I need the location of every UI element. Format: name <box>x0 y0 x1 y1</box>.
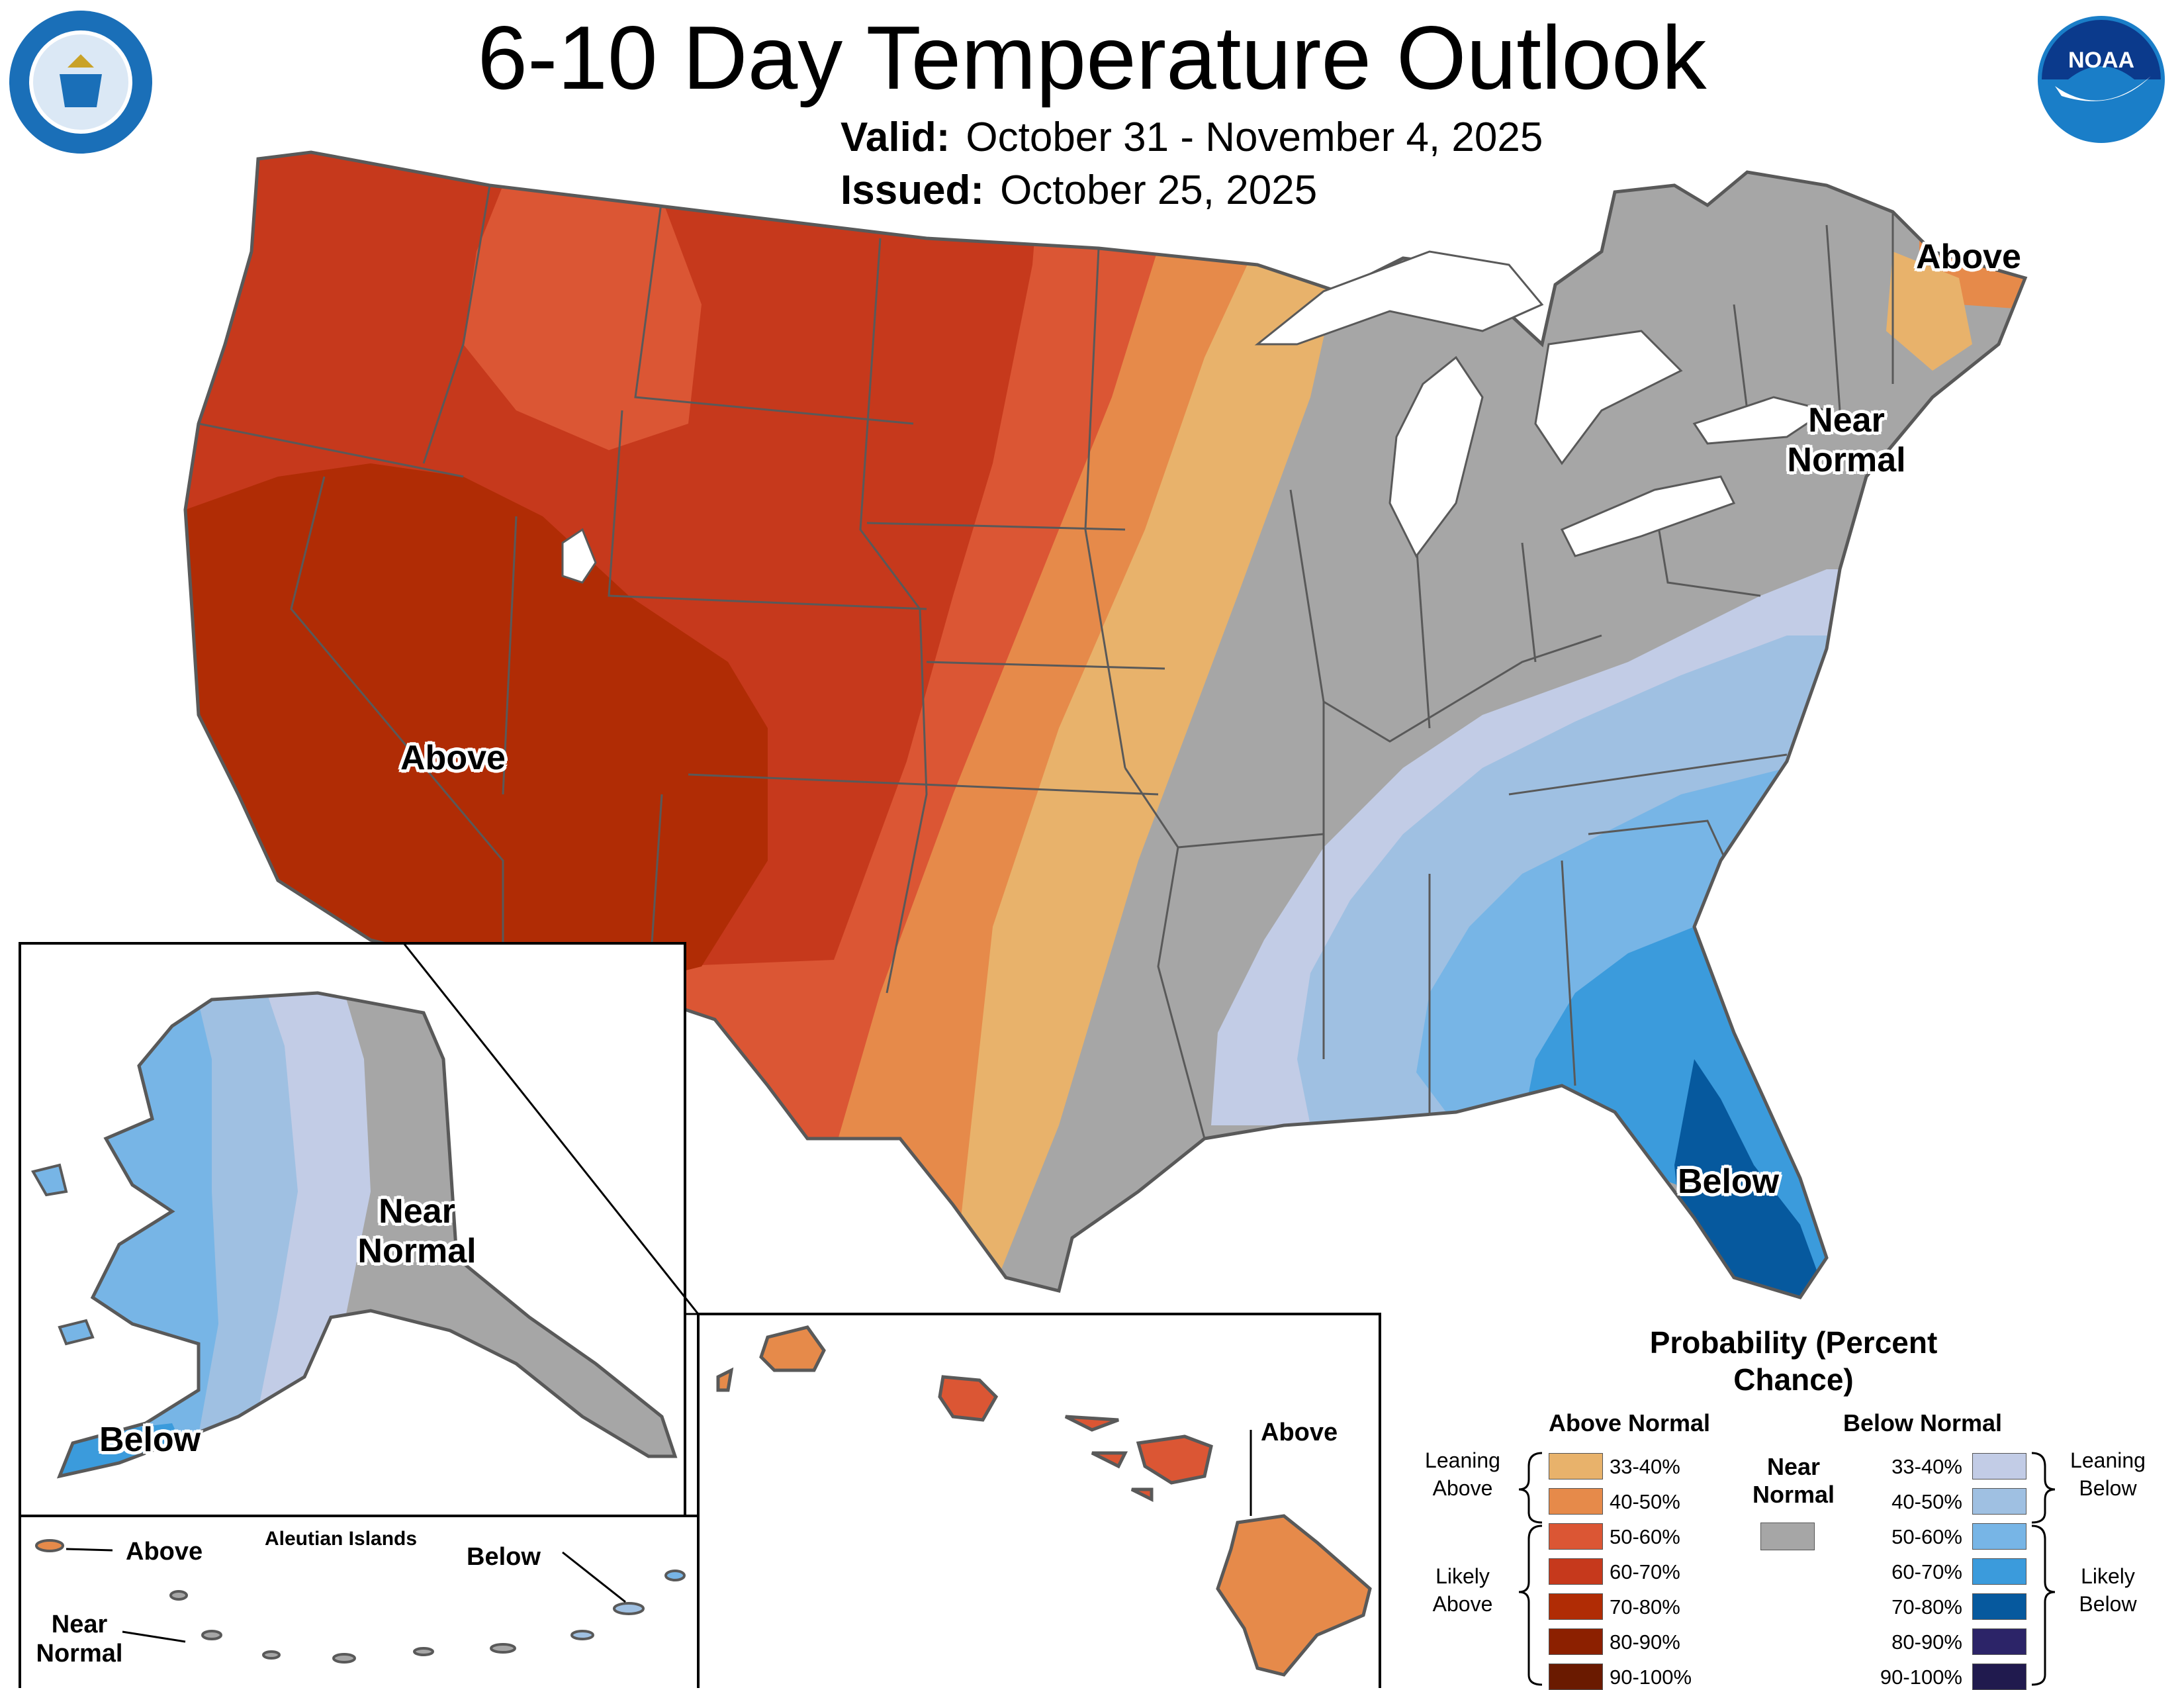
valid-label: Valid: <box>841 115 950 160</box>
legend-label-above-33-40: 33-40% <box>1610 1455 1680 1478</box>
legend-swatch-below-40-50 <box>1972 1488 2026 1515</box>
issued-line: Issued: October 25, 2025 <box>841 167 1317 214</box>
issued-date: October 25, 2025 <box>1000 167 1318 213</box>
aleutian-near-leader <box>122 1630 186 1643</box>
legend-label-below-33-40: 33-40% <box>1891 1455 1962 1478</box>
legend-likely-above: Likely Above <box>1432 1564 1493 1616</box>
legend-title: Probability (Percent Chance) <box>1649 1325 1938 1397</box>
legend-swatch-above-50-60 <box>1549 1523 1603 1550</box>
zone-below-70-80 <box>1674 1059 1827 1297</box>
legend-likely-below: Likely Below <box>2079 1564 2137 1616</box>
label-northeast-near-normal: Near Normal <box>1787 401 1906 479</box>
legend-swatch-above-80-90 <box>1549 1628 1603 1655</box>
department-of-commerce-seal <box>7 8 156 157</box>
legend-above-header: Above Normal <box>1549 1409 1711 1436</box>
legend-label-below-60-70: 60-70% <box>1891 1560 1962 1583</box>
legend-leaning-below: Leaning Below <box>2070 1448 2146 1500</box>
hawaii-islands <box>716 1325 1372 1677</box>
label-aleutian-islands: Aleutian Islands <box>265 1528 418 1550</box>
legend-swatch-near-normal <box>1760 1523 1815 1550</box>
legend-braces <box>1518 1452 2056 1686</box>
legend-swatch-above-33-40 <box>1549 1453 1603 1479</box>
legend-label-above-50-60: 50-60% <box>1610 1525 1680 1548</box>
page-title: 6-10 Day Temperature Outlook <box>477 7 1707 108</box>
issued-label: Issued: <box>841 167 985 213</box>
svg-text:NOAA: NOAA <box>2068 48 2134 73</box>
label-florida-below: Below <box>1678 1162 1780 1201</box>
legend-swatch-below-50-60 <box>1972 1523 2026 1550</box>
legend-label-below-40-50: 40-50% <box>1891 1490 1962 1513</box>
alaska-islands <box>30 1163 95 1346</box>
legend-swatch-above-40-50 <box>1549 1488 1603 1515</box>
label-alaska-below: Below <box>99 1421 201 1459</box>
legend-leaning-above: Leaning Above <box>1425 1448 1500 1500</box>
legend-swatch-above-90-100 <box>1549 1664 1603 1690</box>
aleutian-above-leader <box>66 1548 113 1552</box>
legend-swatch-above-70-80 <box>1549 1593 1603 1620</box>
aleutian-inset-frame <box>19 1515 703 1688</box>
legend-label-above-60-70: 60-70% <box>1610 1560 1680 1583</box>
label-northeast-above: Above <box>1916 238 2021 276</box>
legend-label-above-90-100: 90-100% <box>1610 1666 1692 1689</box>
label-aleutian-below: Below <box>467 1543 541 1571</box>
legend-near-header: Near Normal <box>1752 1453 1835 1508</box>
legend-label-below-80-90: 80-90% <box>1891 1630 1962 1654</box>
label-aleutian-above: Above <box>126 1538 203 1566</box>
legend-swatch-below-33-40 <box>1972 1453 2026 1479</box>
legend-label-below-90-100: 90-100% <box>1880 1666 1962 1689</box>
legend-swatch-below-70-80 <box>1972 1593 2026 1620</box>
aleutian-below-leader <box>562 1551 626 1603</box>
noaa-logo: NOAA <box>2035 13 2167 146</box>
legend-label-above-70-80: 70-80% <box>1610 1595 1680 1619</box>
aleutian-islands <box>35 1539 686 1664</box>
alaska-inset-connector-1 <box>402 943 700 1315</box>
valid-dates: October 31 - November 4, 2025 <box>966 115 1543 160</box>
zone-below-60-70 <box>1522 907 2025 1297</box>
valid-line: Valid: October 31 - November 4, 2025 <box>841 114 1543 162</box>
label-west-above: Above <box>400 739 506 777</box>
legend-label-above-40-50: 40-50% <box>1610 1490 1680 1513</box>
alaska-outline <box>56 991 678 1479</box>
legend-swatch-below-80-90 <box>1972 1628 2026 1655</box>
legend-label-below-70-80: 70-80% <box>1891 1595 1962 1619</box>
label-hawaii-above: Above <box>1261 1419 1338 1446</box>
great-lakes <box>561 250 1829 584</box>
legend-swatch-above-60-70 <box>1549 1558 1603 1585</box>
zone-above-50-60-northwest <box>463 185 702 450</box>
legend-swatch-below-90-100 <box>1972 1664 2026 1690</box>
legend-swatch-below-60-70 <box>1972 1558 2026 1585</box>
state-boundaries <box>198 185 1894 1139</box>
label-alaska-near-normal: Near Normal <box>357 1192 477 1270</box>
label-aleutian-near-normal: Near Normal <box>36 1611 123 1667</box>
legend-below-header: Below Normal <box>1843 1409 2003 1436</box>
legend-label-above-80-90: 80-90% <box>1610 1630 1680 1654</box>
zone-above-33-40-newengland <box>1886 252 1972 371</box>
legend-label-below-50-60: 50-60% <box>1891 1525 1962 1548</box>
